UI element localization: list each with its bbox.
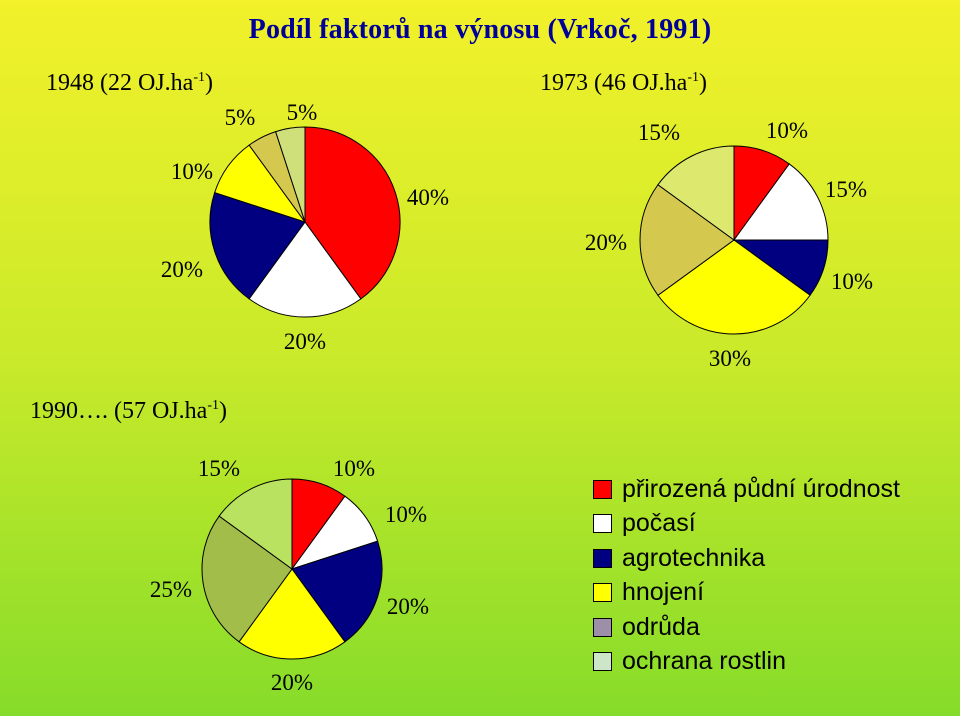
slice-percent-label: 5% (225, 105, 256, 130)
slice-percent-label: 20% (585, 230, 627, 255)
legend-label: počasí (622, 509, 696, 538)
legend-label: odrůda (622, 612, 700, 641)
pie-slice (733, 163, 829, 241)
pie-1973-title: 1973 (46 OJ.ha-1) (540, 70, 707, 96)
legend-label: přirozená půdní úrodnost (622, 474, 900, 503)
legend-item: odrůda (593, 610, 900, 645)
pie-slice (248, 221, 362, 318)
legend-label: agrotechnika (622, 543, 766, 572)
chart-title: Podíl faktorů na výnosu (Vrkoč, 1991) (248, 14, 712, 45)
pie-1948-title: 1948 (22 OJ.ha-1) (46, 70, 213, 96)
legend-item: ochrana rostlin (593, 645, 900, 680)
pie-slice (304, 126, 401, 300)
legend-label: hnojení (622, 578, 705, 607)
pie-slice (639, 184, 735, 296)
legend-item: hnojení (593, 576, 900, 611)
legend-swatch (593, 652, 612, 672)
legend-swatch (593, 479, 612, 499)
slice-percent-label: 25% (150, 577, 192, 602)
slice-percent-label: 20% (271, 670, 313, 695)
slice-percent-label: 20% (284, 329, 326, 354)
legend-swatch (593, 583, 612, 603)
slice-percent-label: 15% (198, 456, 240, 481)
slice-percent-label: 10% (171, 159, 213, 184)
pie-1990-title: 1990…. (57 OJ.ha-1) (30, 398, 227, 424)
slice-percent-label: 10% (766, 118, 808, 143)
legend-swatch (593, 617, 612, 637)
slice-percent-label: 20% (161, 257, 203, 282)
slice-percent-label: 10% (385, 502, 427, 527)
slice-percent-label: 30% (709, 346, 751, 371)
legend-item: agrotechnika (593, 541, 900, 576)
pie-slice (209, 192, 306, 300)
slice-percent-label: 10% (333, 456, 375, 481)
pie-slice (201, 515, 293, 643)
slice-percent-label: 40% (407, 185, 449, 210)
slice-percent-label: 20% (387, 594, 429, 619)
slice-percent-label: 10% (831, 269, 873, 294)
pie-slice (218, 478, 293, 570)
legend-swatch (593, 514, 612, 534)
legend-item: počasí (593, 507, 900, 542)
slice-percent-label: 15% (825, 177, 867, 202)
legend: přirozená půdní úrodnost počasí agrotech… (593, 472, 900, 679)
legend-label: ochrana rostlin (622, 647, 786, 676)
pie-slice (238, 568, 346, 660)
pie-slice (657, 239, 811, 335)
pie-slice (275, 126, 306, 223)
pie-slice (657, 145, 735, 241)
pie-slice (291, 540, 383, 643)
legend-item: přirozená půdní úrodnost (593, 472, 900, 507)
slice-percent-label: 5% (287, 100, 318, 125)
slice-percent-label: 15% (638, 120, 680, 145)
legend-swatch (593, 548, 612, 568)
